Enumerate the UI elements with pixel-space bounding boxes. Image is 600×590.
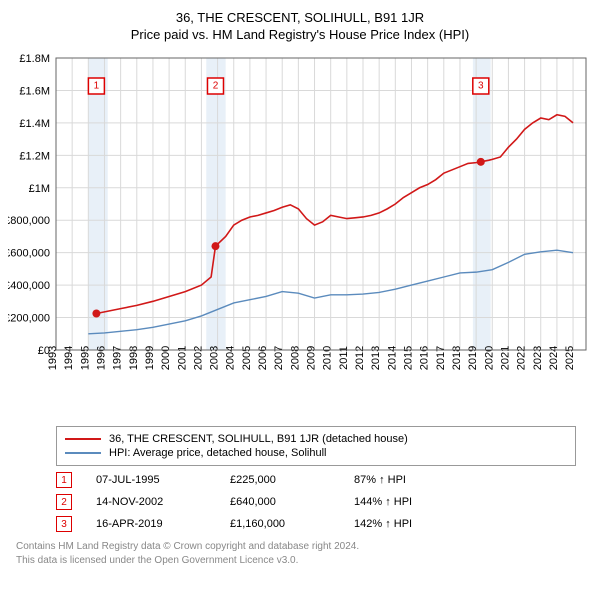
x-tick-label: 2003 [209,346,221,370]
legend: 36, THE CRESCENT, SOLIHULL, B91 1JR (det… [56,426,576,466]
sale-marker-number: 2 [213,81,219,92]
x-tick-label: 1993 [47,346,59,370]
y-tick-label: £400,000 [8,280,50,292]
sale-marker: 1 [56,472,72,488]
sale-row: 1 07-JUL-1995 £225,000 87% ↑ HPI [56,472,576,488]
x-tick-label: 2008 [289,346,301,370]
sale-point [92,310,100,318]
x-tick-label: 1996 [95,346,107,370]
y-tick-label: £1.2M [19,150,50,162]
x-tick-label: 2021 [499,346,511,370]
chart-svg: £0£200,000£400,000£600,000£800,000£1M£1.… [8,50,592,420]
x-tick-label: 2019 [467,346,479,370]
sale-marker-number: 1 [94,81,100,92]
x-tick-label: 2007 [273,346,285,370]
x-tick-label: 2006 [257,346,269,370]
x-tick-label: 2016 [419,346,431,370]
y-tick-label: £600,000 [8,248,50,260]
sale-band [473,58,491,350]
sale-date: 07-JUL-1995 [96,474,206,486]
y-tick-label: £1.8M [19,53,50,65]
x-tick-label: 2005 [241,346,253,370]
y-tick-label: £1.6M [19,85,50,97]
y-tick-label: £1M [29,183,50,195]
legend-item: HPI: Average price, detached house, Soli… [65,447,567,459]
attribution-footer: Contains HM Land Registry data © Crown c… [16,540,592,568]
chart: £0£200,000£400,000£600,000£800,000£1M£1.… [8,50,592,420]
x-tick-label: 2001 [176,346,188,370]
x-tick-label: 1999 [144,346,156,370]
legend-label: HPI: Average price, detached house, Soli… [109,447,327,459]
x-tick-label: 2023 [532,346,544,370]
y-tick-label: £200,000 [8,313,50,325]
sale-row: 3 16-APR-2019 £1,160,000 142% ↑ HPI [56,516,576,532]
x-tick-label: 2012 [354,346,366,370]
legend-swatch [65,438,101,440]
x-tick-label: 1998 [128,346,140,370]
sale-price: £1,160,000 [230,518,330,530]
x-tick-label: 2000 [160,346,172,370]
x-tick-label: 2018 [451,346,463,370]
x-tick-label: 2014 [386,346,398,370]
x-tick-label: 1997 [112,346,124,370]
x-tick-label: 2024 [548,346,560,370]
x-tick-label: 1995 [79,346,91,370]
legend-swatch [65,452,101,454]
x-tick-label: 2004 [225,346,237,370]
footer-line-2: This data is licensed under the Open Gov… [16,554,592,568]
footer-line-1: Contains HM Land Registry data © Crown c… [16,540,592,554]
legend-item: 36, THE CRESCENT, SOLIHULL, B91 1JR (det… [65,433,567,445]
sale-point [211,242,219,250]
sale-price: £225,000 [230,474,330,486]
y-tick-label: £1.4M [19,118,50,130]
sale-point [477,158,485,166]
sale-date: 16-APR-2019 [96,518,206,530]
legend-label: 36, THE CRESCENT, SOLIHULL, B91 1JR (det… [109,433,408,445]
x-tick-label: 2015 [402,346,414,370]
sales-table: 1 07-JUL-1995 £225,000 87% ↑ HPI 2 14-NOV-200… [56,472,576,532]
sale-price: £640,000 [230,496,330,508]
sale-pct-vs-hpi: 142% ↑ HPI [354,518,464,530]
x-tick-label: 1994 [63,346,75,370]
x-tick-label: 2017 [435,346,447,370]
x-tick-label: 2013 [370,346,382,370]
x-tick-label: 2025 [564,346,576,370]
x-tick-label: 2002 [192,346,204,370]
x-tick-label: 2010 [322,346,334,370]
x-tick-label: 2022 [516,346,528,370]
sale-marker-number: 3 [478,81,484,92]
x-tick-label: 2009 [306,346,318,370]
sale-pct-vs-hpi: 87% ↑ HPI [354,474,464,486]
sale-row: 2 14-NOV-2002 £640,000 144% ↑ HPI [56,494,576,510]
sale-band [206,58,225,350]
chart-title: 36, THE CRESCENT, SOLIHULL, B91 1JR [8,10,592,25]
sale-marker: 2 [56,494,72,510]
x-tick-label: 2020 [483,346,495,370]
sale-pct-vs-hpi: 144% ↑ HPI [354,496,464,508]
sale-marker: 3 [56,516,72,532]
y-tick-label: £800,000 [8,215,50,227]
sale-date: 14-NOV-2002 [96,496,206,508]
chart-subtitle: Price paid vs. HM Land Registry's House … [8,27,592,42]
